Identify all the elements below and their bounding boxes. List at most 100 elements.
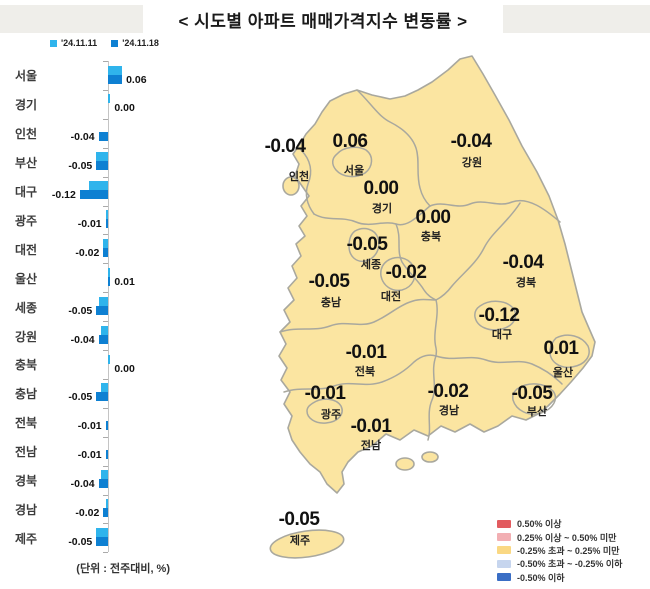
map-legend-label: -0.50% 초과 ~ -0.25% 이하 — [517, 559, 623, 570]
map-value-label: -0.04 — [450, 131, 492, 152]
bar-prev — [108, 94, 111, 104]
map-value-label: -0.04 — [502, 252, 544, 273]
page-title: < 시도별 아파트 매매가격지수 변동률 > — [178, 11, 468, 31]
map-legend-item: 0.25% 이상 ~ 0.50% 미만 — [497, 530, 622, 543]
map-value-label: 0.00 — [363, 178, 399, 199]
bar-curr — [96, 305, 108, 315]
bar-region-label: 대전 — [15, 242, 38, 257]
map-value-label: -0.05 — [511, 383, 553, 404]
map-legend-item: -0.50% 초과 ~ -0.25% 이하 — [497, 557, 622, 570]
map-region-name: 충남 — [320, 297, 342, 309]
map-legend-swatch — [497, 559, 511, 568]
bar-prev — [108, 65, 123, 75]
map-legend-item: -0.25% 초과 ~ 0.25% 미만 — [497, 544, 622, 557]
bar-legend-swatch — [111, 39, 119, 47]
bar-value-label: 0.01 — [114, 275, 135, 288]
bar-curr — [96, 536, 108, 546]
bar-region-label: 제주 — [15, 531, 38, 546]
map-region-name: 세종 — [360, 259, 382, 271]
bar-curr — [98, 132, 108, 142]
south-island-2 — [421, 451, 439, 463]
bar-value-label: -0.02 — [75, 246, 100, 259]
border-sejong — [348, 227, 380, 263]
bar-region-label: 경북 — [15, 474, 38, 489]
map-landmass — [269, 55, 596, 559]
bar-value-label: -0.01 — [77, 420, 102, 433]
bar-curr — [105, 421, 108, 431]
map-legend-label: 0.25% 이상 ~ 0.50% 미만 — [517, 532, 617, 543]
bar-value-label: -0.12 — [51, 189, 76, 202]
map-value-label: -0.02 — [427, 381, 469, 402]
map-value-label: -0.12 — [478, 305, 520, 326]
map-region-name: 대구 — [491, 329, 513, 341]
bar-region-label: 대구 — [15, 185, 38, 200]
bar-axis — [108, 61, 109, 553]
border-gyeonggi-south — [313, 205, 431, 226]
map-value-label: -0.01 — [345, 342, 387, 363]
ganghwa-island — [282, 176, 300, 196]
bar-chart-legend: '24.11.11 '24.11.18 — [50, 38, 159, 48]
border-gangwon-south — [429, 199, 561, 223]
bar-legend-label: '24.11.11 — [61, 38, 98, 48]
bar-prev — [108, 267, 111, 277]
bar-prev — [108, 354, 111, 364]
bar-row: 전북 -0.01 — [0, 408, 245, 437]
bar-curr — [108, 276, 111, 286]
map-region-name: 충북 — [420, 231, 442, 243]
bar-value-label: -0.05 — [68, 160, 93, 173]
bar-row: 충남 -0.05 — [0, 379, 245, 408]
border-jeonnam-gyeongnam — [427, 355, 437, 441]
map-region-name: 울산 — [552, 367, 574, 379]
bar-row: 광주 -0.01 — [0, 206, 245, 235]
map-legend-swatch — [497, 519, 511, 528]
bar-row: 부산 -0.05 — [0, 148, 245, 177]
bar-curr — [96, 392, 108, 402]
border-incheon — [300, 149, 315, 215]
bar-value-label: -0.05 — [68, 535, 93, 548]
bar-value-label: 0.00 — [114, 102, 135, 115]
border-busan — [512, 383, 557, 415]
bar-curr — [103, 508, 108, 517]
map-region-name: 전남 — [360, 440, 382, 452]
bar-region-label: 강원 — [15, 329, 38, 344]
map-value-label: -0.05 — [278, 509, 320, 530]
map-legend-swatch — [497, 533, 511, 542]
axis-tick — [103, 176, 108, 178]
border-gyeongbuk-west — [434, 299, 438, 357]
bar-curr — [108, 74, 123, 84]
bar-value-label: -0.01 — [77, 218, 102, 230]
bar-region-label: 충남 — [15, 387, 38, 402]
bar-region-label: 울산 — [15, 271, 38, 286]
map-value-label: -0.04 — [264, 136, 306, 157]
south-island-1 — [395, 457, 415, 471]
bar-prev — [96, 527, 108, 537]
map-region-name: 대전 — [380, 291, 402, 303]
border-ulsan — [549, 334, 590, 369]
bar-row: 대전 -0.02 — [0, 234, 245, 263]
map-legend: 0.50% 이상 0.25% 이상 ~ 0.50% 미만 -0.25% 초과 ~ 0… — [497, 517, 622, 584]
bar-value-label: 0.06 — [126, 73, 147, 86]
bar-prev — [89, 181, 108, 191]
bar-row: 대구 -0.12 — [0, 177, 245, 206]
map-legend-label: -0.50% 이하 — [517, 572, 565, 583]
map-region-name: 경북 — [515, 277, 537, 289]
map-value-label: 0.01 — [543, 338, 579, 359]
bar-region-label: 전남 — [15, 445, 38, 460]
map-region-name: 강원 — [461, 157, 483, 169]
axis-tick — [103, 89, 108, 91]
bar-value-label: -0.05 — [68, 391, 93, 404]
map-value-label: -0.05 — [308, 271, 350, 292]
border-chungbuk-gyeongbuk — [435, 202, 521, 301]
bar-row: 경북 -0.04 — [0, 466, 245, 495]
bar-legend-item: '24.11.18 — [111, 38, 159, 48]
bar-region-label: 광주 — [15, 213, 38, 228]
bar-value-label: -0.04 — [70, 478, 95, 491]
map-region-name: 전북 — [354, 366, 376, 378]
bar-value-label: 0.00 — [114, 362, 135, 375]
axis-tick — [103, 118, 108, 120]
map-value-label: 0.06 — [332, 131, 368, 152]
bar-legend-item: '24.11.11 — [50, 38, 97, 48]
bar-row: 경기 0.00 — [0, 90, 245, 119]
bar-region-label: 인천 — [15, 127, 38, 142]
